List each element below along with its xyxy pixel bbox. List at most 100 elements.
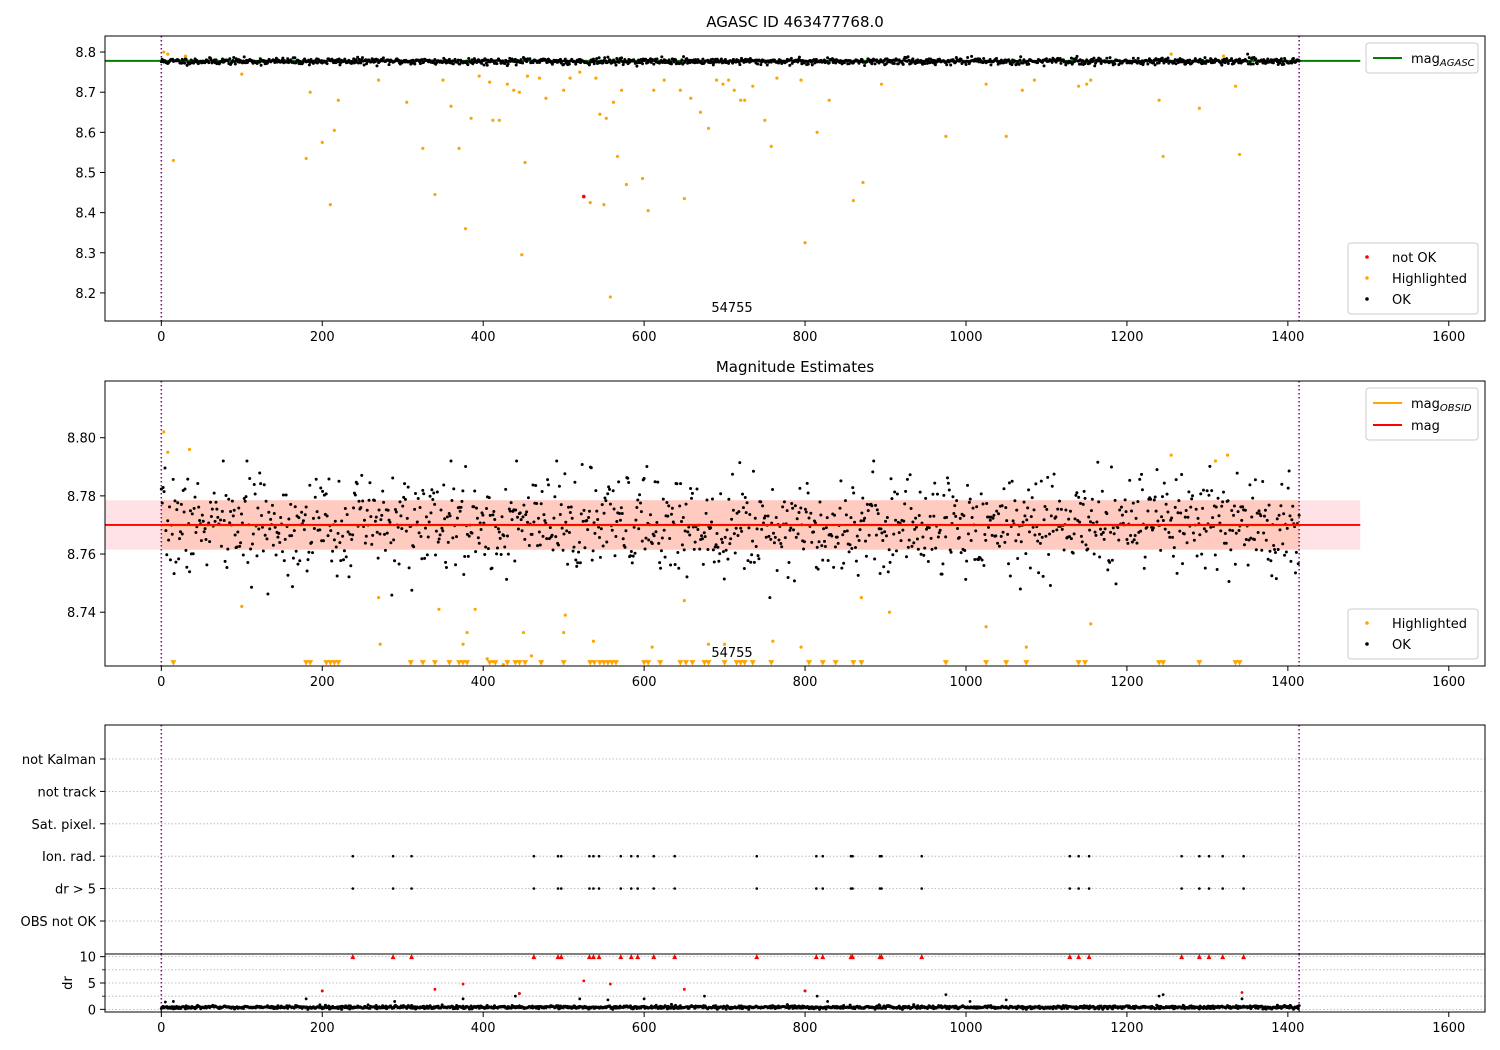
- top-ok-point: [1058, 57, 1062, 61]
- middle-ok-point: [1201, 506, 1205, 510]
- middle-ok-point: [1028, 566, 1032, 570]
- middle-ok-point: [413, 492, 417, 496]
- middle-ok-point: [615, 520, 619, 524]
- middle-ok-point: [1261, 479, 1265, 483]
- middle-ok-point: [388, 520, 392, 524]
- top-ok-point: [1050, 60, 1054, 64]
- top-ok-point: [660, 55, 664, 59]
- middle-ok-point: [849, 516, 853, 520]
- dr-red-point: [320, 989, 324, 993]
- middle-ok-point: [866, 509, 870, 513]
- middle-ok-point: [579, 512, 583, 516]
- flags-point: [1077, 854, 1080, 858]
- middle-ok-point: [895, 492, 899, 496]
- middle-ok-point: [779, 542, 783, 546]
- middle-ok-point: [1048, 583, 1052, 587]
- middle-ok-point: [948, 548, 952, 552]
- middle-ok-point: [962, 514, 966, 518]
- middle-ok-point: [377, 508, 381, 512]
- middle-ok-point: [614, 534, 618, 538]
- middle-highlighted-point: [485, 657, 489, 661]
- middle-ok-point: [458, 509, 462, 513]
- middle-ok-point: [306, 558, 310, 562]
- middle-ok-point: [727, 497, 731, 501]
- flags-point: [629, 887, 633, 890]
- middle-ok-point: [163, 466, 167, 470]
- dr-ytick-label: 0: [88, 1003, 96, 1018]
- middle-ok-point: [1151, 526, 1155, 530]
- middle-ok-point: [1026, 506, 1030, 510]
- middle-ok-point: [1272, 544, 1276, 548]
- middle-floor-marker: [456, 660, 463, 666]
- middle-ok-point: [1231, 529, 1235, 533]
- middle-ok-point: [892, 532, 896, 536]
- middle-ok-point: [283, 537, 287, 541]
- middle-ok-point: [571, 549, 575, 553]
- middle-ok-point: [235, 545, 239, 549]
- middle-ok-point: [772, 541, 776, 545]
- middle-ok-point: [1055, 528, 1059, 532]
- middle-ok-point: [229, 510, 233, 514]
- middle-ok-point: [298, 559, 302, 563]
- flags-row-label: OBS not OK: [21, 915, 97, 930]
- top-ok-point: [1146, 62, 1150, 66]
- middle-ok-point: [176, 501, 180, 505]
- middle-ok-point: [777, 538, 781, 542]
- middle-ok-point: [598, 536, 602, 540]
- middle-ok-point: [1129, 534, 1133, 538]
- top-ok-point: [655, 57, 659, 61]
- dr-red-point: [1240, 991, 1244, 994]
- middle-ok-point: [527, 543, 531, 547]
- top-ok-point: [360, 56, 364, 60]
- middle-ok-point: [714, 543, 718, 547]
- top-highlighted-point: [568, 76, 572, 80]
- middle-ok-point: [444, 560, 448, 564]
- middle-ok-point: [788, 528, 792, 532]
- middle-xtick-label: 800: [793, 675, 818, 690]
- middle-highlighted-point: [859, 596, 863, 600]
- middle-ok-point: [516, 515, 520, 519]
- flags-point: [815, 887, 818, 890]
- middle-ok-point: [1154, 509, 1158, 513]
- middle-ok-point: [201, 519, 205, 523]
- top-ok-point: [592, 62, 596, 66]
- dr-ok-point: [876, 1006, 880, 1010]
- middle-ok-point: [193, 495, 197, 499]
- middle-ok-point: [642, 476, 646, 480]
- top-highlighted-point: [598, 112, 602, 116]
- flags-point: [920, 887, 924, 890]
- top-ok-point: [1093, 64, 1097, 68]
- middle-ok-point: [1109, 530, 1113, 534]
- middle-ok-point: [1111, 526, 1115, 530]
- middle-ok-point: [931, 492, 935, 496]
- middle-ok-point: [1005, 519, 1009, 523]
- middle-ok-point: [996, 541, 1000, 545]
- middle-ok-point: [311, 516, 315, 520]
- middle-ok-point: [329, 529, 333, 533]
- top-xtick-label: 0: [157, 330, 165, 345]
- middle-ok-point: [621, 537, 625, 541]
- top-highlighted-point: [815, 130, 819, 134]
- middle-floor-marker: [1003, 660, 1010, 666]
- middle-ok-point: [638, 493, 642, 497]
- middle-ok-point: [1207, 493, 1211, 497]
- middle-ok-point: [167, 538, 171, 542]
- top-highlighted-point: [769, 144, 773, 148]
- middle-ok-point: [917, 513, 921, 517]
- middle-ok-point: [1007, 481, 1011, 485]
- middle-ok-point: [543, 519, 547, 523]
- middle-floor-marker: [858, 660, 865, 666]
- middle-ok-point: [729, 537, 733, 541]
- middle-ok-point: [498, 536, 502, 540]
- middle-ok-point: [863, 516, 867, 520]
- middle-ok-point: [208, 540, 212, 544]
- middle-ok-point: [757, 557, 761, 561]
- middle-ok-point: [439, 508, 443, 512]
- top-ok-point: [1193, 57, 1197, 61]
- top-ok-point: [514, 63, 518, 67]
- flags-point: [532, 854, 536, 858]
- middle-ok-point: [927, 526, 931, 530]
- middle-ok-point: [845, 529, 849, 533]
- dr-ytick-label: 5: [88, 977, 96, 992]
